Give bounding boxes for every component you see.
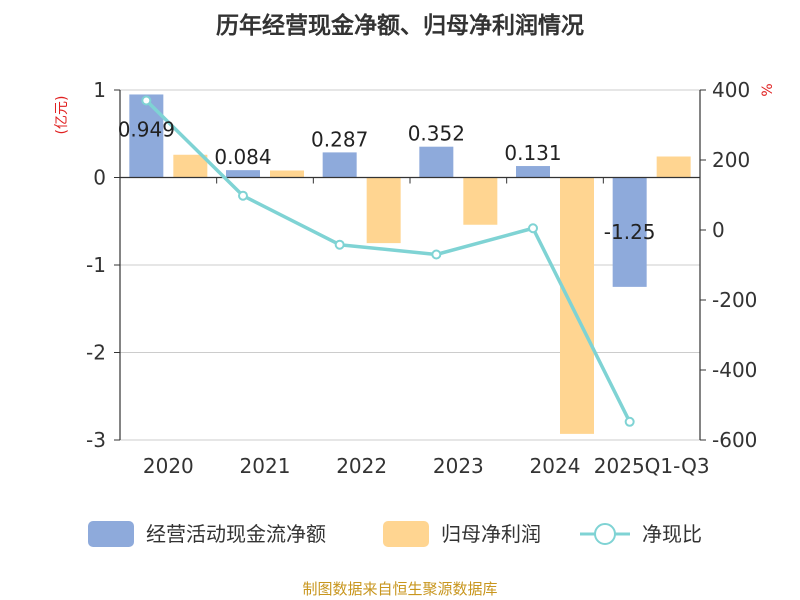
x-category-label: 2020	[143, 454, 194, 478]
net-profit-bar	[366, 177, 401, 244]
legend-label-cash-flow: 经营活动现金流净额	[146, 522, 326, 546]
legend-marker-net-cash-ratio	[594, 523, 616, 545]
cash-flow-bar	[322, 152, 357, 178]
net-profit-bar	[173, 154, 208, 178]
net-cash-ratio-point	[431, 249, 442, 260]
legend-label-net-cash-ratio: 净现比	[642, 522, 702, 546]
cash-flow-bar	[612, 177, 647, 287]
right-tick-label: 400	[712, 78, 750, 102]
cash-flow-bar	[226, 170, 260, 178]
x-category-label: 2023	[433, 454, 484, 478]
cash-flow-data-label: 0.287	[311, 127, 368, 151]
net-cash-ratio-point	[624, 416, 635, 427]
cash-flow-data-label: -1.25	[604, 220, 656, 244]
net-cash-ratio-point	[528, 223, 538, 234]
cash-flow-bar	[129, 94, 164, 178]
right-tick-label: -200	[712, 288, 757, 312]
x-category-label: 2022	[336, 454, 387, 478]
legend-label-net-profit: 归母净利润	[441, 522, 541, 546]
net-profit-bar	[463, 177, 498, 225]
cash-flow-data-label: 0.131	[504, 141, 561, 165]
net-cash-ratio-point	[238, 190, 248, 201]
right-tick-label: -600	[712, 428, 757, 452]
left-tick-label: -3	[86, 428, 106, 452]
cash-flow-data-label: 0.949	[118, 117, 175, 141]
net-cash-ratio-line	[145, 99, 632, 423]
cash-flow-bar	[419, 146, 454, 178]
net-profit-bar	[560, 177, 594, 434]
x-category-label: 2021	[240, 454, 291, 478]
legend-swatch-cash-flow	[88, 521, 134, 547]
cash-flow-data-label: 0.352	[408, 122, 465, 146]
left-tick-label: -2	[86, 341, 106, 365]
left-axis-unit: (亿元)	[54, 96, 70, 135]
net-cash-ratio-point	[334, 239, 345, 250]
x-category-label: 2025Q1-Q3	[594, 454, 710, 478]
right-axis-unit: %	[760, 83, 776, 96]
source-note: 制图数据来自恒生聚源数据库	[302, 580, 497, 598]
cash-flow-bar	[516, 166, 550, 178]
left-tick-label: -1	[86, 253, 106, 277]
net-profit-bar	[270, 170, 304, 178]
left-tick-label: 0	[93, 166, 106, 190]
net-cash-ratio-point	[141, 95, 152, 106]
right-tick-label: -400	[712, 358, 757, 382]
right-tick-label: 200	[712, 148, 750, 172]
chart-title: 历年经营现金净额、归母净利润情况	[216, 12, 584, 39]
x-category-label: 2024	[530, 454, 581, 478]
right-tick-label: 0	[712, 218, 725, 242]
legend-swatch-net-profit	[383, 521, 429, 547]
left-tick-label: 1	[93, 78, 106, 102]
cash-flow-data-label: 0.084	[214, 145, 271, 169]
net-profit-bar	[656, 156, 691, 178]
